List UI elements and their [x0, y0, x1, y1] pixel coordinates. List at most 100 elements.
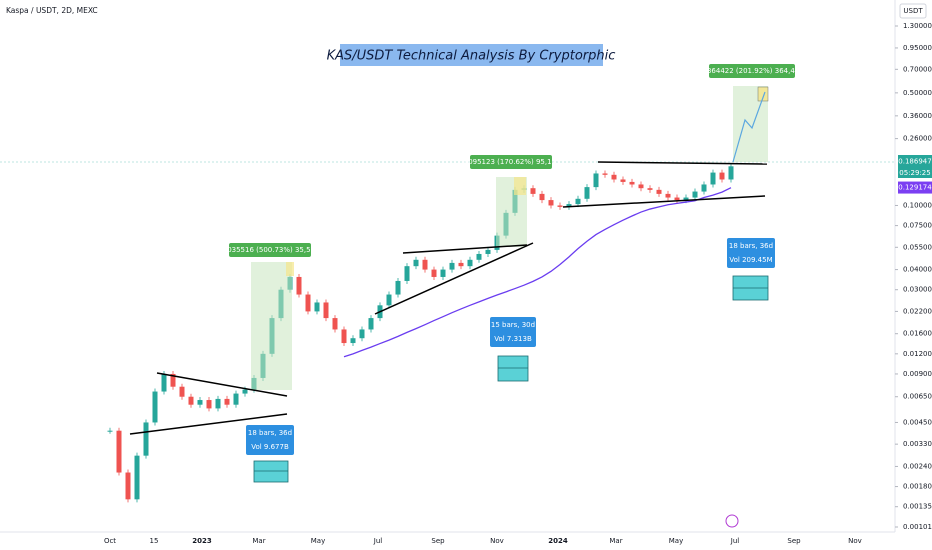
last-price: 0.186947	[898, 158, 931, 166]
candle	[575, 198, 581, 205]
candle	[386, 294, 392, 306]
candle	[656, 189, 662, 194]
time-label: Mar	[252, 537, 265, 545]
candle	[224, 398, 230, 405]
candle	[728, 166, 734, 180]
trendline	[156, 372, 288, 397]
candle	[647, 188, 653, 190]
candle	[719, 172, 725, 180]
gain-box	[470, 155, 552, 169]
time-label: Nov	[490, 537, 504, 545]
candle	[620, 179, 626, 182]
candle	[476, 253, 482, 260]
moving-average	[343, 187, 732, 358]
candle	[233, 393, 239, 405]
time-label: 15	[150, 537, 159, 545]
candle	[467, 259, 473, 267]
candle	[170, 373, 176, 387]
candle	[629, 181, 635, 185]
volume-label: Vol 209.45M	[729, 256, 772, 264]
candle	[674, 197, 680, 201]
candle	[341, 329, 347, 344]
target-box	[757, 86, 769, 102]
bars-box	[246, 425, 294, 455]
time-label: Sep	[787, 537, 801, 545]
target-box	[514, 177, 526, 195]
candle	[296, 276, 302, 295]
bars-box	[727, 238, 775, 268]
currency-box[interactable]	[899, 3, 927, 19]
last-price-box	[898, 155, 932, 168]
candle	[422, 259, 428, 270]
candle	[359, 329, 365, 339]
candle	[107, 430, 113, 432]
candle	[350, 338, 356, 344]
time-label: Nov	[848, 537, 862, 545]
candle	[431, 269, 437, 277]
ma-price-box	[898, 181, 932, 194]
candle	[152, 391, 158, 423]
candle	[188, 396, 194, 405]
time-range-box	[253, 460, 289, 483]
candle	[602, 173, 608, 175]
candle	[458, 262, 464, 267]
candle	[404, 266, 410, 281]
candle	[206, 400, 212, 409]
gain-label: 0.035516 (500.73%) 35,516	[221, 246, 320, 254]
candle	[701, 184, 707, 192]
countdown: 05:29:25	[899, 169, 930, 177]
candle	[692, 191, 698, 198]
trendline	[374, 242, 534, 315]
candle	[593, 173, 599, 188]
trendline	[597, 161, 768, 165]
time-label: 2023	[192, 537, 212, 545]
candle	[332, 318, 338, 330]
bars-label: 15 bars, 30d	[491, 321, 535, 329]
candle	[197, 400, 203, 405]
candle	[557, 205, 563, 207]
volume-label: Vol 9.677B	[251, 443, 289, 451]
candle	[665, 193, 671, 198]
candle	[611, 174, 617, 180]
candle	[323, 302, 329, 319]
time-label: Jul	[373, 537, 383, 545]
candle	[242, 389, 248, 394]
candle	[638, 184, 644, 189]
time-label: Oct	[104, 537, 116, 545]
countdown-box	[898, 168, 932, 178]
time-label: Jul	[730, 537, 740, 545]
candle	[440, 269, 446, 277]
candle	[125, 472, 131, 500]
time-label: 2024	[548, 537, 568, 545]
candle	[395, 280, 401, 295]
range-box	[251, 262, 292, 390]
time-label: Sep	[431, 537, 445, 545]
ma-price: 0.129174	[898, 184, 932, 192]
candle	[143, 422, 149, 456]
candle	[548, 200, 554, 206]
candle	[134, 455, 140, 500]
logo[interactable]	[725, 514, 739, 528]
projection-path	[732, 91, 766, 163]
title: KAS/USDT Technical Analysis By Cryptorph…	[327, 49, 616, 64]
candle	[305, 294, 311, 312]
currency: USDT	[903, 7, 923, 15]
